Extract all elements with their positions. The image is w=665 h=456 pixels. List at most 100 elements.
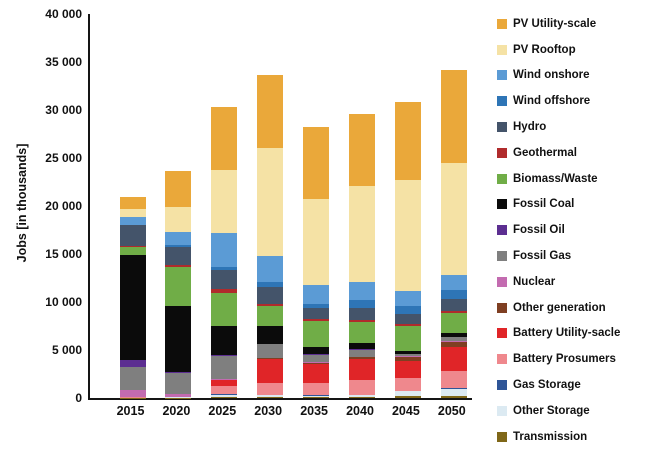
segment-wind-onshore <box>440 274 467 291</box>
x-tick-label-2030: 2030 <box>254 404 283 418</box>
segment-battery-utility-sacle <box>440 347 467 372</box>
segment-fossil-coal <box>211 325 238 355</box>
segment-gas-storage <box>349 394 375 396</box>
segment-wind-offshore <box>211 266 238 270</box>
bar-2020 <box>165 170 192 398</box>
segment-gas-storage <box>440 388 467 390</box>
legend-swatch-icon <box>497 276 507 287</box>
segment-wind-offshore <box>257 282 284 287</box>
segment-fossil-gas <box>119 367 146 391</box>
segment-pv-utility-scale <box>165 170 192 207</box>
legend-label: Fossil Gas <box>513 250 572 263</box>
segment-pv-utility-scale <box>349 114 375 187</box>
segment-wind-offshore <box>165 245 192 247</box>
legend-item-hydro: Hydro <box>497 114 620 140</box>
segment-battery-prosumers <box>349 379 375 395</box>
legend-label: Nuclear <box>513 275 556 288</box>
segment-wind-onshore <box>257 255 284 283</box>
segment-battery-utility-sacle <box>257 358 284 383</box>
legend-item-biomass-waste: Biomass/Waste <box>497 166 620 192</box>
legend-swatch-icon <box>497 199 507 210</box>
legend-label: Geothermal <box>513 146 577 159</box>
legend-item-fossil-oil: Fossil Oil <box>497 217 620 243</box>
segment-pv-utility-scale <box>257 75 284 149</box>
legend-label: Transmission <box>513 430 588 443</box>
segment-wind-offshore <box>440 290 467 299</box>
segment-geothermal <box>119 246 146 248</box>
segment-pv-utility-scale <box>119 197 146 209</box>
legend-swatch-icon <box>497 431 507 442</box>
segment-pv-rooftop <box>303 198 330 285</box>
legend-label: Other generation <box>513 301 606 314</box>
segment-pv-rooftop <box>257 148 284 256</box>
segment-wind-offshore <box>394 306 421 315</box>
segment-other-generation <box>257 358 284 359</box>
y-tick-label: 35 000 <box>45 54 82 69</box>
segment-battery-prosumers <box>394 378 421 391</box>
segment-wind-onshore <box>394 290 421 307</box>
segment-geothermal <box>440 310 467 313</box>
segment-wind-offshore <box>303 303 330 309</box>
segment-fossil-oil <box>257 343 284 345</box>
plot-area <box>88 14 472 400</box>
segment-other-storage <box>394 391 421 397</box>
y-tick-label: 15 000 <box>45 246 82 261</box>
legend-label: Fossil Oil <box>513 224 565 237</box>
legend-swatch-icon <box>497 354 507 365</box>
segment-battery-utility-sacle <box>303 364 330 383</box>
segment-battery-prosumers <box>303 382 330 395</box>
segment-hydro <box>303 308 330 320</box>
segment-hydro <box>119 225 146 247</box>
segment-battery-prosumers <box>257 382 284 395</box>
legend-swatch-icon <box>497 251 507 262</box>
segment-battery-prosumers <box>440 371 467 389</box>
segment-other-generation <box>440 341 467 348</box>
segment-battery-prosumers <box>211 385 238 395</box>
segment-fossil-coal <box>165 305 192 372</box>
segment-hydro <box>440 298 467 311</box>
bar-2025 <box>211 106 238 398</box>
segment-geothermal <box>349 320 375 323</box>
legend-swatch-icon <box>497 147 507 158</box>
segment-other-storage <box>257 395 284 397</box>
segment-pv-rooftop <box>394 179 421 291</box>
segment-wind-onshore <box>211 233 238 267</box>
segment-pv-utility-scale <box>394 102 421 180</box>
segment-battery-utility-sacle <box>394 360 421 379</box>
segment-other-generation <box>349 357 375 360</box>
legend-swatch-icon <box>497 328 507 339</box>
legend-item-wind-onshore: Wind onshore <box>497 63 620 89</box>
bar-2015 <box>119 197 146 398</box>
legend-label: Wind onshore <box>513 69 590 82</box>
segment-geothermal <box>303 319 330 322</box>
segment-gas-storage <box>303 394 330 396</box>
bar-2035 <box>303 126 330 398</box>
legend-label: Gas Storage <box>513 379 581 392</box>
legend-label: Battery Utility-sacle <box>513 327 621 340</box>
segment-transmission <box>440 396 467 398</box>
legend-swatch-icon <box>497 405 507 416</box>
x-tick-label-2050: 2050 <box>437 404 466 418</box>
segment-other-storage <box>211 394 238 398</box>
legend-swatch-icon <box>497 302 507 313</box>
segment-hydro <box>394 314 421 324</box>
segment-biomass-waste <box>211 292 238 326</box>
segment-battery-utility-sacle <box>349 359 375 380</box>
legend-item-other-storage: Other Storage <box>497 398 620 424</box>
segment-fossil-gas <box>394 353 421 357</box>
segment-geothermal <box>394 323 421 326</box>
x-tick-label-2025: 2025 <box>208 404 237 418</box>
legend-label: Wind offshore <box>513 95 591 108</box>
segment-hydro <box>257 286 284 304</box>
legend-swatch-icon <box>497 380 507 391</box>
legend-item-battery-utility-sacle: Battery Utility-sacle <box>497 321 620 347</box>
segment-fossil-gas <box>211 355 238 379</box>
segment-biomass-waste <box>394 325 421 352</box>
legend-label: Fossil Coal <box>513 198 575 211</box>
segment-fossil-oil <box>211 354 238 356</box>
segment-other-storage <box>349 395 375 397</box>
segment-geothermal <box>165 264 192 268</box>
legend-label: Biomass/Waste <box>513 172 598 185</box>
segment-other-storage <box>303 395 330 397</box>
